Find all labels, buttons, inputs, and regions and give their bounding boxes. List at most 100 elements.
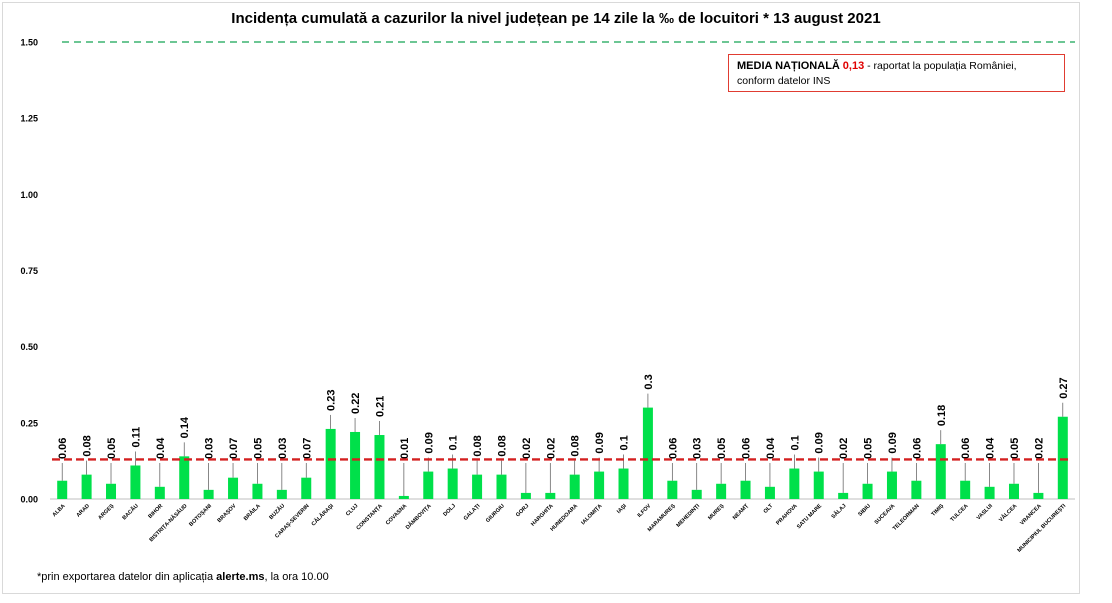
- value-label: 0.07: [301, 438, 313, 459]
- y-tick-label: 0.00: [20, 495, 38, 505]
- value-label: 0.01: [399, 438, 411, 459]
- national-average-legend: MEDIA NAȚIONALĂ 0,13 - raportat la popul…: [728, 54, 1065, 92]
- category-label: IAȘI: [616, 503, 628, 515]
- value-label: 0.09: [814, 432, 826, 453]
- bar: [447, 468, 458, 499]
- category-label: SATU MARE: [796, 503, 823, 530]
- category-label: BIHOR: [147, 503, 164, 520]
- chart-title: Incidența cumulată a cazurilor la nivel …: [231, 10, 881, 27]
- value-label: 0.23: [326, 390, 338, 411]
- bar: [594, 471, 605, 499]
- bar: [106, 483, 117, 499]
- bar: [154, 486, 165, 499]
- category-label: PRAHOVA: [775, 503, 798, 526]
- value-label: 0.05: [252, 438, 264, 459]
- value-label: 0.1: [448, 435, 460, 450]
- category-label: SUCEAVA: [874, 503, 897, 526]
- bar: [691, 489, 702, 499]
- category-label: TULCEA: [950, 503, 970, 523]
- value-label: 0.05: [106, 438, 118, 459]
- value-label: 0.11: [130, 427, 142, 448]
- category-label: GALAȚI: [463, 503, 482, 522]
- value-label: 0.03: [204, 438, 216, 459]
- chart-frame: [2, 2, 1080, 594]
- value-label: 0.21: [374, 396, 386, 417]
- value-label: 0.05: [863, 438, 875, 459]
- category-label: ALBA: [52, 503, 67, 518]
- value-label: 0.1: [789, 435, 801, 450]
- value-label: 0.09: [594, 432, 606, 453]
- bar: [838, 492, 849, 499]
- category-label: BACĂU: [121, 502, 140, 521]
- category-label: MEHEDINȚI: [676, 503, 702, 529]
- footnote-suffix: , la ora 10.00: [264, 571, 329, 583]
- category-label: MUNICIPIUL BUCUREȘTI: [1017, 503, 1068, 554]
- value-label: 0.08: [472, 435, 484, 456]
- category-label: SIBIU: [857, 503, 872, 518]
- bar: [423, 471, 434, 499]
- value-label: 0.05: [1009, 438, 1021, 459]
- category-label: DÂMBOVIȚA: [404, 502, 433, 531]
- bar: [301, 477, 312, 499]
- category-label: BUZĂU: [268, 502, 287, 521]
- bar: [350, 431, 361, 499]
- value-label: 0.09: [423, 432, 435, 453]
- y-tick-label: 0.75: [20, 266, 38, 276]
- bar: [81, 474, 92, 499]
- y-tick-label: 1.25: [20, 114, 38, 124]
- value-label: 0.04: [985, 437, 997, 459]
- legend-value: 0,13: [842, 60, 865, 72]
- bar: [545, 492, 556, 499]
- value-label: 0.02: [1033, 438, 1045, 459]
- category-label: SĂLAJ: [830, 502, 848, 520]
- value-label: 0.08: [570, 435, 582, 456]
- bar: [618, 468, 629, 499]
- bar: [325, 428, 336, 499]
- value-label: 0.14: [179, 416, 191, 438]
- bar: [569, 474, 580, 499]
- y-tick-label: 0.25: [20, 418, 38, 428]
- bar: [496, 474, 507, 499]
- category-label: ARAD: [76, 503, 91, 518]
- bar: [862, 483, 873, 499]
- bar: [203, 489, 214, 499]
- category-label: VASLUI: [976, 503, 995, 522]
- value-label: 0.06: [57, 438, 69, 459]
- category-label: MUREȘ: [707, 503, 726, 522]
- bar: [716, 483, 727, 499]
- category-label: GIURGIU: [485, 503, 506, 524]
- bar: [789, 468, 800, 499]
- category-label: BRAȘOV: [217, 503, 238, 524]
- bar: [374, 435, 385, 499]
- bar: [398, 495, 409, 499]
- bar: [520, 492, 531, 499]
- value-label: 0.27: [1058, 377, 1070, 398]
- value-label: 0.1: [619, 435, 631, 450]
- value-label: 0.04: [765, 437, 777, 459]
- bar: [276, 489, 287, 499]
- value-label: 0.06: [960, 438, 972, 459]
- value-label: 0.08: [496, 435, 508, 456]
- bar: [1008, 483, 1019, 499]
- category-label: VRANCEA: [1019, 503, 1042, 526]
- bar: [642, 407, 653, 499]
- category-label: OLT: [763, 503, 775, 515]
- value-label: 0.06: [911, 438, 923, 459]
- y-tick-label: 1.50: [20, 38, 38, 48]
- y-tick-label: 0.50: [20, 342, 38, 352]
- value-label: 0.03: [277, 438, 289, 459]
- value-label: 0.05: [716, 438, 728, 459]
- value-label: 0.3: [643, 374, 655, 389]
- category-label: ILFOV: [637, 503, 653, 519]
- category-label: HARGHITA: [530, 503, 554, 527]
- bar: [764, 486, 775, 499]
- category-label: CONSTANȚA: [356, 503, 384, 531]
- bar: [472, 474, 483, 499]
- bar: [740, 480, 751, 499]
- footnote-app: alerte.ms: [216, 571, 265, 583]
- bar: [228, 477, 239, 499]
- footnote-prefix: *prin exportarea datelor din aplicația: [37, 571, 217, 583]
- legend-label: MEDIA NAȚIONALĂ: [737, 60, 840, 72]
- value-label: 0.18: [936, 405, 948, 426]
- value-label: 0.02: [545, 438, 557, 459]
